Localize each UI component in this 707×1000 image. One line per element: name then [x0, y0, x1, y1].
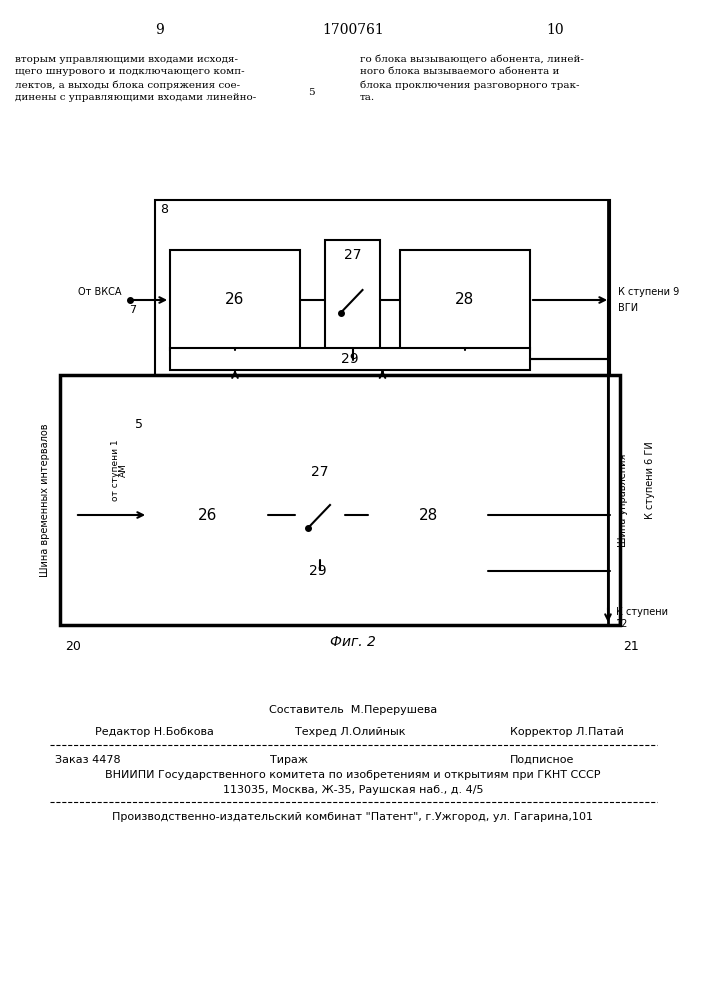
Bar	[325, 240, 380, 360]
Bar	[368, 470, 488, 560]
Text: 26: 26	[226, 292, 245, 308]
Text: Подписное: Подписное	[510, 755, 574, 765]
Text: Заказ 4478: Заказ 4478	[55, 755, 121, 765]
Text: От ВКСА: От ВКСА	[78, 287, 122, 297]
Text: 9: 9	[156, 23, 164, 37]
Text: Шина временных интервалов: Шина временных интервалов	[40, 423, 50, 577]
Text: АМ: АМ	[119, 463, 127, 477]
Text: 28: 28	[419, 508, 438, 522]
Text: Корректор Л.Патай: Корректор Л.Патай	[510, 727, 624, 737]
Text: К ступени
12: К ступени 12	[616, 607, 668, 629]
Text: 29: 29	[309, 564, 327, 578]
Text: 7: 7	[129, 305, 136, 315]
Text: Производственно-издательский комбинат "Патент", г.Ужгород, ул. Гагарина,101: Производственно-издательский комбинат "П…	[112, 812, 593, 822]
Text: Шина управления: Шина управления	[618, 453, 628, 547]
Bar	[148, 470, 268, 560]
Text: Редактор Н.Бобкова: Редактор Н.Бобкова	[95, 727, 214, 737]
Text: 1700761: 1700761	[322, 23, 384, 37]
Text: Техред Л.Олийнык: Техред Л.Олийнык	[295, 727, 406, 737]
Text: ВНИИПИ Государственного комитета по изобретениям и открытиям при ГКНТ СССР: ВНИИПИ Государственного комитета по изоб…	[105, 770, 601, 780]
Text: 8: 8	[160, 203, 168, 216]
Text: 27: 27	[344, 248, 361, 262]
Text: 5: 5	[308, 88, 315, 97]
Bar	[295, 460, 345, 570]
Text: К ступени 9: К ступени 9	[618, 287, 679, 297]
Bar	[148, 560, 488, 582]
Text: 29: 29	[341, 352, 359, 366]
Text: го блока вызывающего абонента, линей-
ного блока вызываемого абонента и
блока пр: го блока вызывающего абонента, линей- но…	[360, 55, 584, 102]
Text: К ступени 6 ГИ: К ступени 6 ГИ	[645, 441, 655, 519]
Text: Тираж: Тираж	[270, 755, 308, 765]
Text: 5: 5	[135, 418, 143, 431]
Text: 10: 10	[547, 23, 563, 37]
Text: 27: 27	[311, 465, 329, 479]
Bar	[75, 390, 610, 610]
Bar	[400, 250, 530, 350]
Bar	[170, 348, 530, 370]
Bar	[155, 200, 610, 375]
Text: 113035, Москва, Ж-35, Раушская наб., д. 4/5: 113035, Москва, Ж-35, Раушская наб., д. …	[223, 785, 484, 795]
Text: Составитель  М.Перерушева: Составитель М.Перерушева	[269, 705, 437, 715]
Text: Фиг. 2: Фиг. 2	[330, 635, 376, 649]
Text: от ступени 1: от ступени 1	[110, 439, 119, 501]
Text: вторым управляющими входами исходя-
щего шнурового и подключающего комп-
лектов,: вторым управляющими входами исходя- щего…	[15, 55, 256, 102]
Text: 20: 20	[65, 640, 81, 653]
Bar	[130, 415, 580, 585]
Text: ВГИ: ВГИ	[618, 303, 638, 313]
Text: 26: 26	[198, 508, 218, 522]
Bar	[170, 250, 300, 350]
Bar	[60, 375, 620, 625]
Text: 28: 28	[455, 292, 474, 308]
Text: 21: 21	[623, 640, 638, 653]
